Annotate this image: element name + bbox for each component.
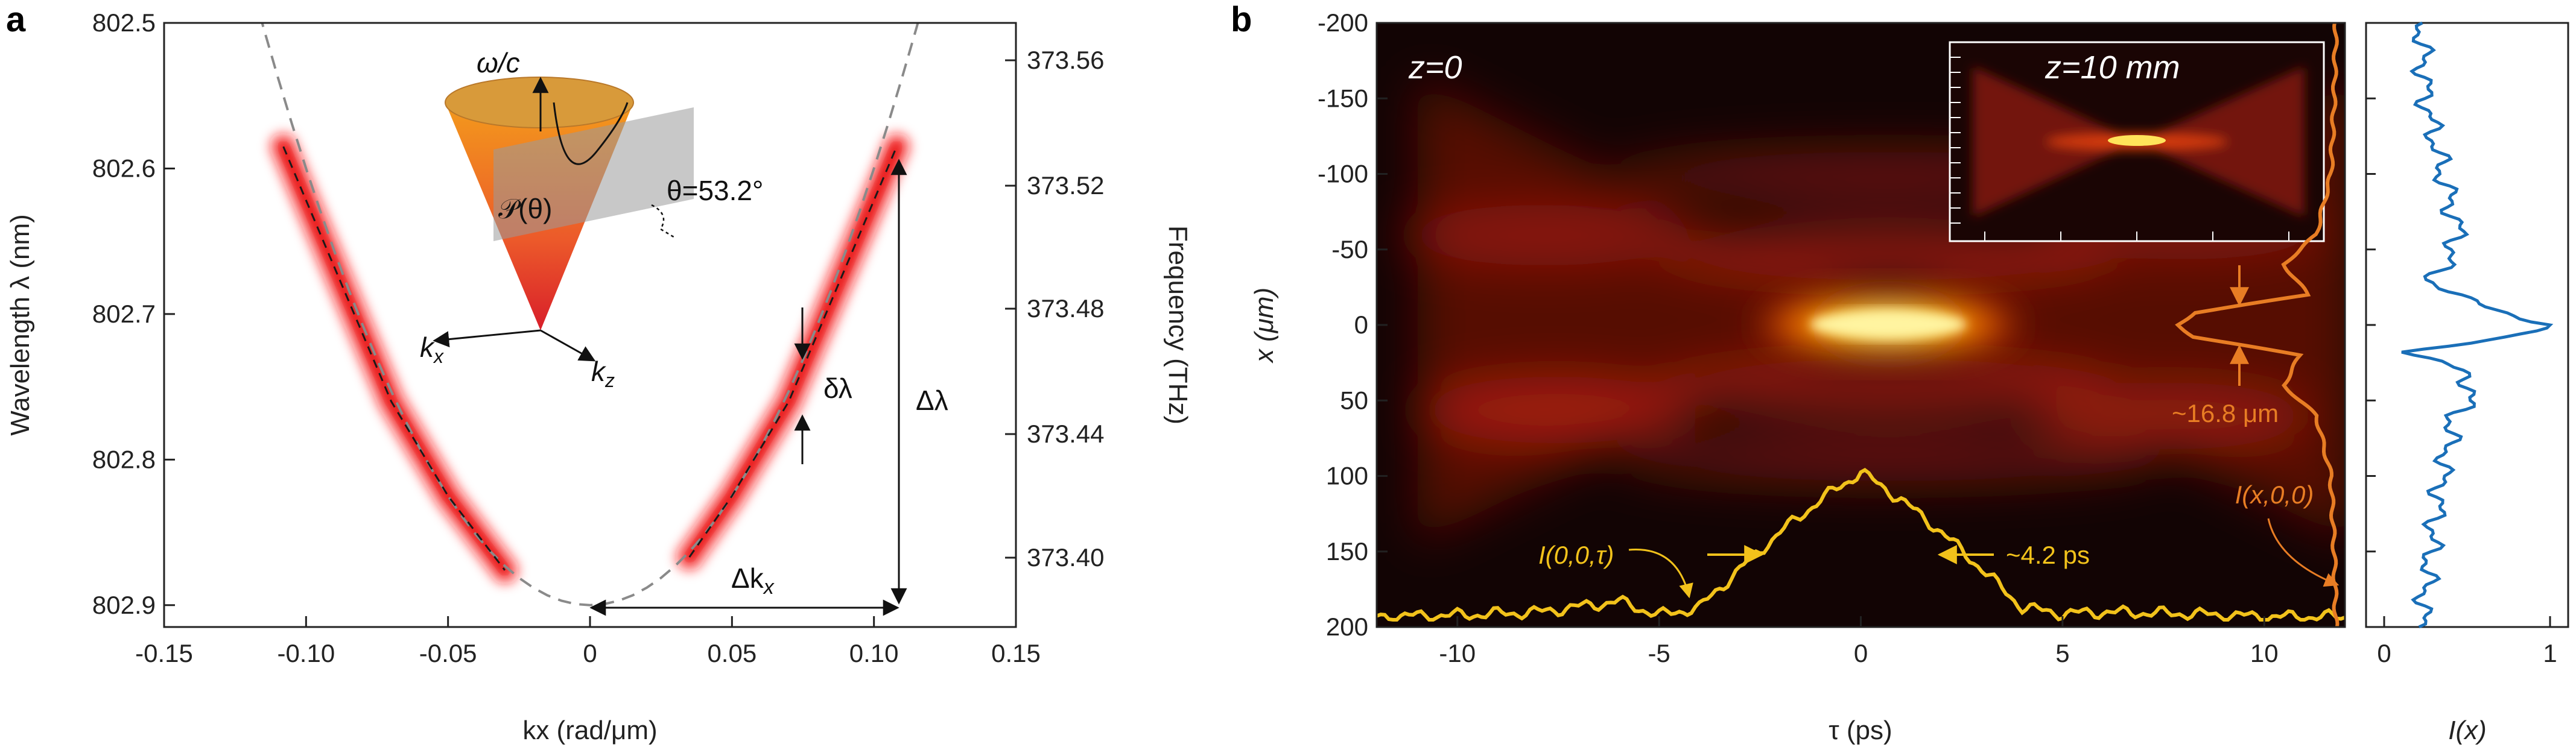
a-y2tick-label: 373.48 xyxy=(1027,294,1104,323)
measured-data-curve xyxy=(282,146,898,571)
b-xtick-label: 10 xyxy=(2250,639,2279,667)
b-xtick-label: -10 xyxy=(1439,639,1476,667)
a-xtick-label: -0.10 xyxy=(277,639,335,667)
ix-curve-pointer xyxy=(2267,518,2340,587)
conic-intersection-curve xyxy=(553,102,629,165)
panel-a-y-axis-title: Wavelength λ (nm) xyxy=(5,214,35,436)
cone-inset: ω/c θ=53.2° 𝒫(θ) kx kz xyxy=(420,47,763,391)
profile-curve xyxy=(2401,21,2554,629)
b-xtick-label: -5 xyxy=(1648,639,1670,667)
delta-k-label: Δkx xyxy=(731,562,775,599)
a-y2tick-label: 373.56 xyxy=(1027,46,1104,74)
width-tau-label: ~4.2 ps xyxy=(2006,541,2090,569)
panel-a-x-axis-title: kx (rad/μm) xyxy=(522,716,657,745)
spatial-profile-curve xyxy=(2175,23,2340,627)
panel-b: b xyxy=(1231,0,2346,745)
delta-lambda-label: Δλ xyxy=(916,385,948,416)
panel-b-x-ticks: -10 -5 0 5 10 xyxy=(1439,616,2279,667)
panel-b-y-ticks: -200 -150 -100 -50 0 50 100 150 200 xyxy=(1318,8,1388,641)
c-xtick-label: 1 xyxy=(2543,639,2557,667)
inset-peak xyxy=(2108,135,2166,146)
panel-b-x-axis-title: τ (ps) xyxy=(1829,716,1892,745)
inset-ticks xyxy=(1950,57,2289,241)
a-ytick-label: 802.6 xyxy=(92,154,156,182)
a-ytick-label: 802.8 xyxy=(92,445,156,473)
profile-y-ticks xyxy=(2366,22,2376,628)
a-xtick-label: 0.15 xyxy=(991,639,1041,667)
b-ytick-label: 150 xyxy=(1326,537,1368,566)
panel-a-x-ticks: -0.15 -0.10 -0.05 0 0.05 0.10 0.15 xyxy=(135,616,1041,667)
b-ytick-label: -50 xyxy=(1331,235,1368,263)
omega-c-label: ω/c xyxy=(477,47,520,78)
b-ytick-label: -100 xyxy=(1318,160,1368,188)
b-xtick-label: 0 xyxy=(1854,639,1868,667)
inset-z-label: z=10 mm xyxy=(2045,49,2180,86)
b-ytick-label: -150 xyxy=(1318,84,1368,112)
tilted-plane xyxy=(493,107,694,241)
panel-a: a -0.15 -0.10 -0.05 0 0.05 0.10 0.15 802.5802.… xyxy=(5,0,1193,745)
kx-inset-label: kx xyxy=(420,332,444,367)
cone-top-disk xyxy=(445,77,634,128)
a-y2tick-label: 373.52 xyxy=(1027,171,1104,200)
a-y2tick-label: 373.40 xyxy=(1027,543,1104,572)
b-xtick-label: 5 xyxy=(2055,639,2069,667)
panel-a-letter: a xyxy=(6,0,26,39)
b-ytick-label: 50 xyxy=(1340,386,1368,414)
b-ytick-label: 0 xyxy=(1354,310,1368,339)
c-xtick-label: 0 xyxy=(2377,639,2391,667)
panel-b-letter: b xyxy=(1231,0,1252,39)
kx-axis-arrow xyxy=(433,329,541,348)
itau-curve-pointer xyxy=(1628,548,1693,599)
panel-a-y2-ticks: 373.56 373.52 373.48 373.44 373.40 xyxy=(1005,46,1104,572)
panel-a-y-ticks: 802.5 802.6 802.7 802.8 802.9 xyxy=(92,8,175,619)
a-xtick-label: 0.10 xyxy=(849,639,899,667)
panel-a-y2-axis-title: Frequency (THz) xyxy=(1163,225,1193,424)
a-y2tick-label: 373.44 xyxy=(1027,420,1104,448)
itau-curve-label: I(0,0,τ) xyxy=(1538,541,1614,569)
a-xtick-label: 0 xyxy=(583,639,597,667)
delta-lambda-small-label: δλ xyxy=(823,373,852,404)
ix-curve-label: I(x,0,0) xyxy=(2235,480,2314,509)
plane-label: 𝒫(θ) xyxy=(498,193,552,224)
a-ytick-label: 802.9 xyxy=(92,591,156,619)
kz-inset-label: kz xyxy=(591,356,615,391)
a-ytick-label: 802.5 xyxy=(92,8,156,37)
z0-label: z=0 xyxy=(1408,49,1462,86)
profile-x-axis-title: I(x) xyxy=(2448,716,2487,745)
theta-label: θ=53.2° xyxy=(667,175,763,206)
b-ytick-label: -200 xyxy=(1318,8,1368,37)
b-ytick-label: 200 xyxy=(1326,613,1368,641)
panel-b-y-axis-title: x (μm) xyxy=(1249,288,1279,364)
a-xtick-label: -0.15 xyxy=(135,639,193,667)
propagation-inset: z=10 mm xyxy=(1949,41,2325,242)
kz-axis-arrow xyxy=(540,329,596,362)
a-ytick-label: 802.7 xyxy=(92,300,156,328)
a-xtick-label: 0.05 xyxy=(707,639,757,667)
width-x-label: ~16.8 μm xyxy=(2172,399,2279,427)
heatmap-peak xyxy=(1810,310,1967,339)
theta-angle-arc xyxy=(651,204,676,239)
delta-annotations: δλ Δλ Δkx xyxy=(589,159,948,616)
a-xtick-label: -0.05 xyxy=(419,639,477,667)
profile-frame xyxy=(2365,22,2569,628)
temporal-profile-curve xyxy=(1377,468,2345,622)
b-ytick-label: 100 xyxy=(1326,462,1368,490)
